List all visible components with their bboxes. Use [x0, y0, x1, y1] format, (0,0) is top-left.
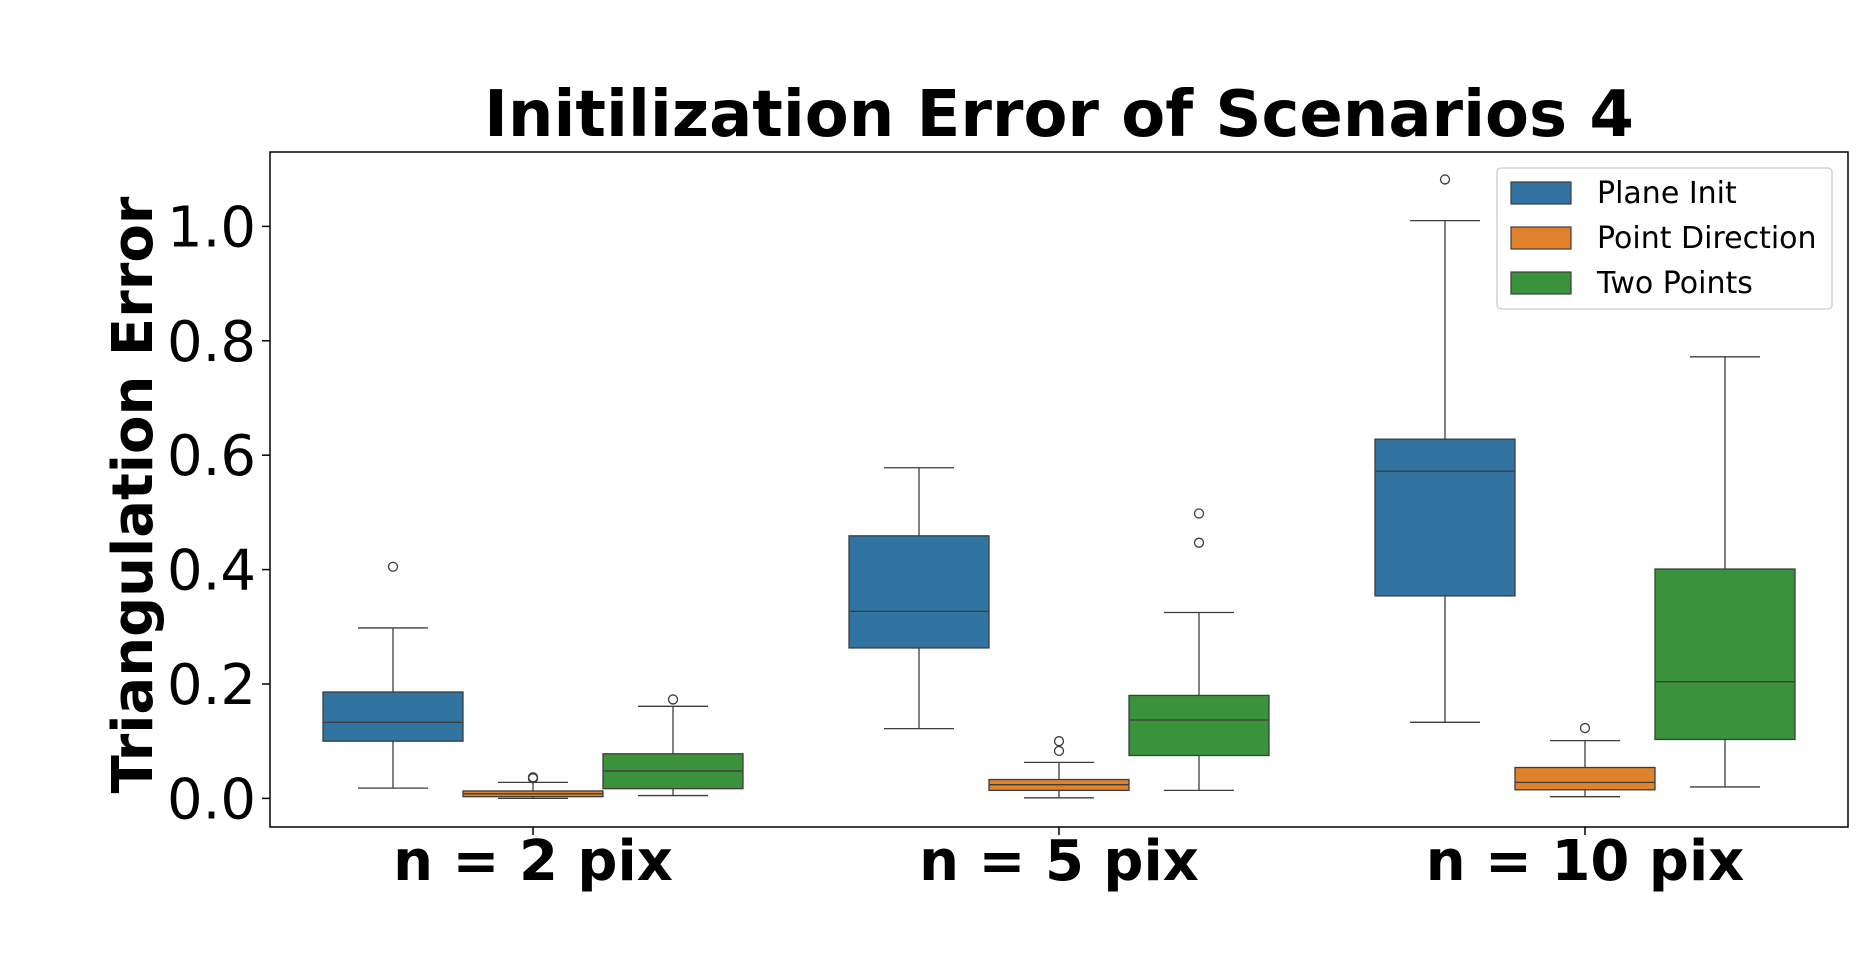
box [848, 467, 990, 730]
box [602, 694, 744, 797]
outlier-point [1193, 537, 1205, 548]
outlier-point [527, 772, 539, 783]
box [322, 561, 464, 789]
plot-area [322, 174, 1796, 800]
x-tick-label: n = 2 pix [393, 829, 673, 894]
y-axis-label: Triangulation Error [101, 196, 166, 793]
box [1654, 356, 1796, 788]
legend-swatch [1510, 226, 1572, 250]
chart-title: Initilization Error of Scenarios 4 [484, 78, 1634, 152]
series-two-points [602, 356, 1796, 797]
y-tick-label: 1.0 [167, 195, 256, 260]
legend-frame [1496, 167, 1833, 310]
box-iqr [1514, 766, 1656, 791]
box-iqr [322, 691, 464, 742]
box [462, 772, 604, 800]
box-iqr [1374, 438, 1516, 597]
series-point-direction [462, 722, 1656, 800]
legend-swatch [1510, 271, 1572, 295]
x-tick-label: n = 10 pix [1426, 829, 1745, 894]
legend-label: Two Points [1596, 266, 1753, 301]
outlier-point [1053, 736, 1065, 747]
box-iqr [848, 535, 990, 649]
box [1374, 174, 1516, 723]
y-tick-label: 0.2 [167, 653, 256, 718]
y-tick-label: 0.8 [167, 310, 256, 375]
outlier-point [1439, 174, 1451, 185]
y-tick-label: 0.0 [167, 767, 256, 832]
y-tick-label: 0.6 [167, 424, 256, 489]
legend-swatch [1510, 181, 1572, 205]
y-tick-label: 0.4 [167, 539, 256, 604]
outlier-point [387, 561, 399, 572]
outlier-point [1193, 508, 1205, 519]
box [988, 736, 1130, 799]
x-axis-ticks: n = 2 pix n = 5 pix n = 10 pix [393, 827, 1744, 894]
outlier-point [1053, 745, 1065, 757]
box-iqr [1654, 568, 1796, 741]
series-plane-init [322, 174, 1516, 789]
outlier-point [667, 694, 679, 705]
legend: Plane Init Point Direction Two Points [1496, 167, 1833, 310]
box-iqr [1128, 694, 1270, 757]
legend-label: Plane Init [1597, 176, 1737, 211]
box [1128, 508, 1270, 792]
x-tick-label: n = 5 pix [919, 829, 1199, 894]
legend-label: Point Direction [1597, 221, 1817, 256]
outlier-point [1579, 722, 1591, 734]
y-axis-ticks: 0.0 0.2 0.4 0.6 0.8 1.0 [167, 195, 270, 832]
box [1514, 722, 1656, 798]
